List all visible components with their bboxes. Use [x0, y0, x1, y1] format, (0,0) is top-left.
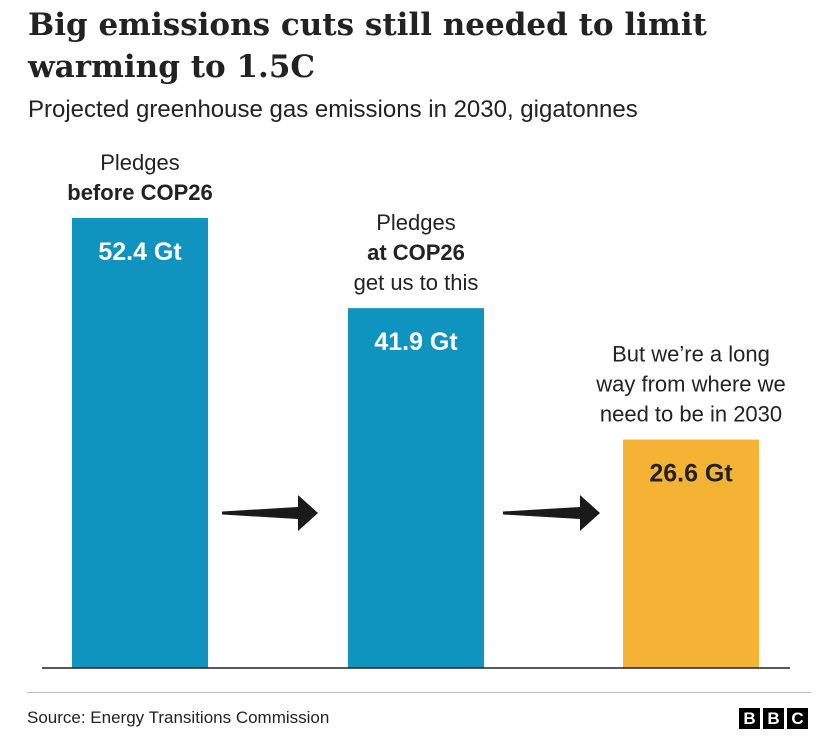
annotation-text: way from where we: [595, 372, 786, 397]
annotation-text: at COP26: [367, 240, 465, 265]
chart-subtitle: Projected greenhouse gas emissions in 20…: [28, 96, 638, 123]
bar: [72, 218, 208, 668]
annotation-text: Pledges: [100, 150, 180, 175]
annotation-text: But we’re a long: [612, 342, 770, 367]
source-note: Source: Energy Transitions Commission: [27, 708, 330, 727]
bar-chart: 52.4 Gt Pledges before COP26 41.9 Gt Pledges…: [42, 150, 790, 669]
arrow-icon: [222, 495, 318, 531]
data-label: 26.6 Gt: [649, 460, 733, 488]
bbc-logo: B B C: [739, 708, 808, 729]
annotation-text: before COP26: [67, 180, 213, 205]
bar: [348, 308, 484, 668]
bbc-logo-letter: C: [787, 708, 808, 729]
annotation-text: get us to this: [354, 270, 479, 295]
bbc-logo-letter: B: [763, 708, 784, 729]
arrow-icon: [503, 495, 600, 531]
annotation-text: need to be in 2030: [600, 402, 782, 427]
footer-divider: [27, 692, 811, 693]
data-label: 41.9 Gt: [374, 328, 458, 356]
data-label: 52.4 Gt: [98, 238, 182, 266]
bbc-logo-letter: B: [739, 708, 760, 729]
bar: [623, 439, 759, 668]
chart-title: Big emissions cuts still needed to limit…: [28, 7, 707, 85]
annotation-text: Pledges: [376, 210, 456, 235]
